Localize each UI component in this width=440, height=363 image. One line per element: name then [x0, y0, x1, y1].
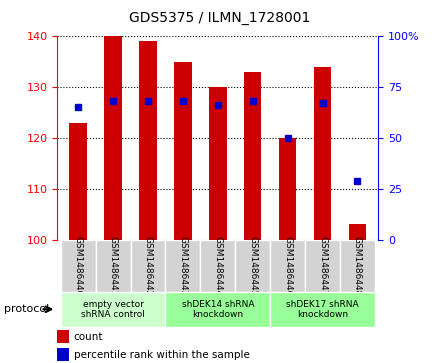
- Bar: [139, 41, 157, 240]
- Text: shDEK14 shRNA
knockdown: shDEK14 shRNA knockdown: [182, 300, 254, 319]
- Text: empty vector
shRNA control: empty vector shRNA control: [81, 300, 145, 319]
- Text: GSM1486440: GSM1486440: [73, 236, 83, 296]
- Bar: [340, 240, 375, 292]
- Bar: [200, 240, 235, 292]
- Text: GSM1486444: GSM1486444: [213, 236, 222, 296]
- Bar: [165, 240, 200, 292]
- Bar: [104, 36, 122, 240]
- Text: GSM1486446: GSM1486446: [283, 236, 292, 296]
- Bar: [70, 123, 87, 240]
- Bar: [235, 240, 270, 292]
- Bar: [95, 240, 131, 292]
- Bar: [270, 292, 375, 327]
- Text: GSM1486448: GSM1486448: [353, 236, 362, 296]
- Bar: [57, 348, 69, 361]
- Text: percentile rank within the sample: percentile rank within the sample: [74, 350, 249, 360]
- Bar: [209, 87, 227, 240]
- Text: shDEK17 shRNA
knockdown: shDEK17 shRNA knockdown: [286, 300, 359, 319]
- Bar: [279, 138, 297, 240]
- Bar: [270, 240, 305, 292]
- Text: count: count: [74, 332, 103, 342]
- Text: protocol: protocol: [4, 304, 50, 314]
- Bar: [174, 62, 191, 240]
- Text: GSM1486447: GSM1486447: [318, 236, 327, 296]
- Text: GSM1486442: GSM1486442: [143, 236, 153, 296]
- Bar: [57, 330, 69, 343]
- Text: GSM1486441: GSM1486441: [109, 236, 117, 296]
- Text: GSM1486445: GSM1486445: [248, 236, 257, 296]
- Bar: [244, 72, 261, 240]
- Bar: [61, 240, 95, 292]
- Text: GSM1486443: GSM1486443: [178, 236, 187, 296]
- Bar: [349, 224, 366, 240]
- Bar: [61, 292, 165, 327]
- Bar: [314, 67, 331, 240]
- Text: GDS5375 / ILMN_1728001: GDS5375 / ILMN_1728001: [129, 11, 311, 25]
- Bar: [131, 240, 165, 292]
- Bar: [165, 292, 270, 327]
- Bar: [305, 240, 340, 292]
